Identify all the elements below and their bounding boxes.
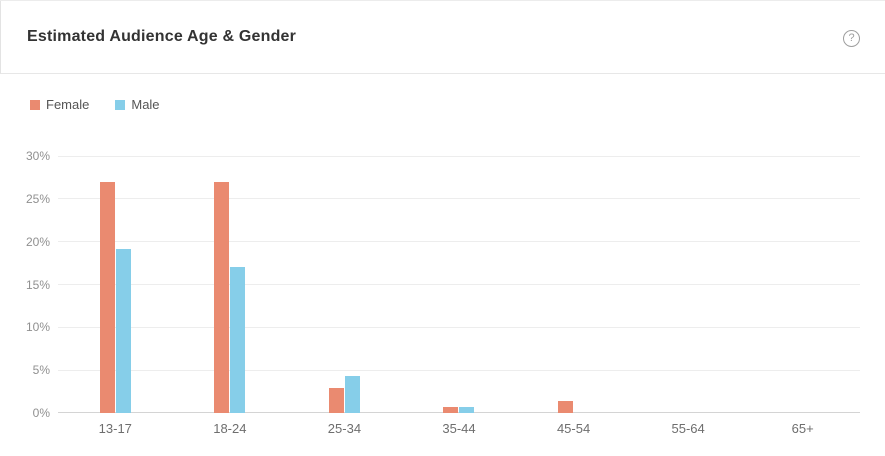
- help-icon[interactable]: ?: [843, 30, 860, 47]
- x-axis-label-55-64: 55-64: [671, 421, 705, 436]
- x-axis-label-25-34: 25-34: [327, 421, 362, 436]
- bar-group-18-24: [173, 156, 288, 413]
- bar-male-35-44[interactable]: [459, 407, 475, 413]
- bar-female-13-17[interactable]: [99, 182, 115, 413]
- bar-group-45-54: [516, 156, 631, 413]
- bar-group-55-64: [631, 156, 746, 413]
- legend-item-male[interactable]: Male: [115, 97, 160, 112]
- bar-male-13-17[interactable]: [115, 249, 131, 413]
- bar-female-18-24[interactable]: [214, 182, 230, 413]
- legend-label-male: Male: [131, 97, 160, 112]
- bar-female-45-54[interactable]: [558, 401, 574, 413]
- x-axis-label-65+: 65+: [791, 421, 814, 436]
- gridline-15%: [58, 284, 860, 285]
- bar-female-25-34[interactable]: [328, 388, 344, 413]
- x-axis-label-45-54: 45-54: [556, 421, 591, 436]
- y-axis-tick-5%: 5%: [32, 363, 50, 378]
- legend-label-female: Female: [46, 97, 90, 112]
- gridline-5%: [58, 369, 860, 371]
- gridline-25%: [58, 198, 860, 200]
- legend-swatch-female: [30, 99, 40, 110]
- bar-group-25-34: [287, 156, 402, 413]
- legend-swatch-male: [115, 99, 126, 110]
- gridline-20%: [58, 241, 860, 243]
- y-axis-tick-20%: 20%: [25, 234, 50, 249]
- bar-female-35-44[interactable]: [443, 407, 459, 413]
- x-axis-label-35-44: 35-44: [442, 421, 476, 436]
- page-title: Estimated Audience Age & Gender: [27, 28, 297, 45]
- bar-group-13-17: [58, 156, 173, 413]
- y-axis-tick-30%: 30%: [25, 149, 50, 163]
- gridline-30%: [58, 155, 860, 157]
- x-axis-label-18-24: 18-24: [213, 421, 247, 436]
- bar-group-35-44: [402, 156, 517, 413]
- chart-legend: Female Male: [30, 97, 160, 112]
- age-gender-bar-chart: 0% 5% 10% 15% 20% 25% 30% 13-17 18-24 25-34 35-44 4…: [26, 149, 860, 436]
- card-header: Estimated Audience Age & Gender ?: [0, 1, 885, 74]
- bar-male-25-34[interactable]: [344, 376, 360, 413]
- bar-group-65+: [745, 156, 860, 413]
- y-axis-tick-25%: 25%: [25, 191, 50, 206]
- y-axis-tick-10%: 10%: [25, 320, 50, 335]
- gridline-10%: [58, 326, 860, 328]
- y-axis-tick-15%: 15%: [25, 277, 50, 292]
- y-axis-tick-0%: 0%: [32, 406, 50, 420]
- chart-area: Female Male 0% 5% 10% 15% 20% 25% 30% 13-17 18-24…: [0, 74, 885, 456]
- x-axis-label-13-17: 13-17: [98, 421, 132, 436]
- legend-item-female[interactable]: Female: [30, 97, 89, 112]
- bar-male-18-24[interactable]: [230, 267, 246, 413]
